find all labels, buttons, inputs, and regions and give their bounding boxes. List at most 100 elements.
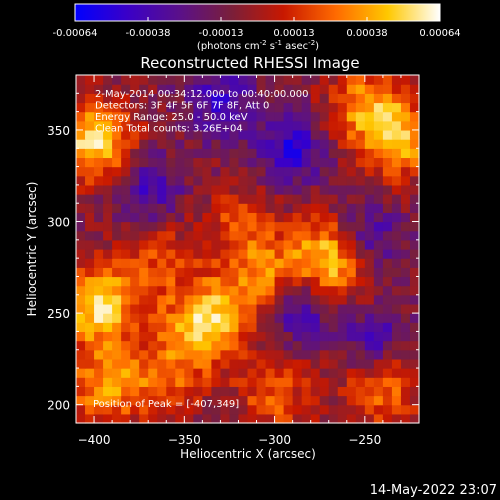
heatmap-cell bbox=[301, 84, 312, 94]
heatmap-cell bbox=[292, 129, 303, 140]
heatmap-cell bbox=[112, 75, 122, 85]
heatmap-cell bbox=[85, 157, 95, 168]
heatmap-cell bbox=[166, 294, 176, 305]
heatmap-cell bbox=[409, 322, 420, 333]
heatmap-cell bbox=[85, 139, 95, 149]
heatmap-cell bbox=[148, 404, 158, 415]
heatmap-cell bbox=[220, 139, 231, 149]
heatmap-cell bbox=[211, 75, 222, 85]
heatmap-cell bbox=[301, 303, 312, 314]
heatmap-cell bbox=[148, 276, 158, 287]
heatmap-cell bbox=[373, 157, 384, 168]
heatmap-cell bbox=[292, 377, 303, 387]
heatmap-cell bbox=[193, 258, 203, 268]
heatmap-cell bbox=[130, 221, 140, 232]
heatmap-cell bbox=[85, 413, 95, 424]
heatmap-cell bbox=[220, 331, 231, 342]
heatmap-cell bbox=[166, 285, 176, 296]
heatmap-cell bbox=[391, 203, 402, 213]
heatmap-cell bbox=[238, 285, 249, 296]
heatmap-cell bbox=[283, 111, 294, 122]
heatmap-cell bbox=[247, 340, 258, 351]
heatmap-cell bbox=[166, 386, 176, 397]
heatmap-cell bbox=[193, 120, 203, 131]
heatmap-cell bbox=[85, 303, 95, 314]
heatmap-cell bbox=[247, 93, 258, 104]
heatmap-cell bbox=[220, 120, 231, 131]
heatmap-cell bbox=[76, 294, 86, 305]
heatmap-cell bbox=[256, 111, 267, 122]
heatmap-cell bbox=[121, 368, 131, 378]
heatmap-cell bbox=[310, 139, 321, 149]
heatmap-cell bbox=[328, 120, 339, 131]
heatmap-cell bbox=[283, 340, 294, 351]
heatmap-cell bbox=[283, 102, 294, 113]
heatmap-cell bbox=[139, 157, 149, 168]
heatmap-cell bbox=[274, 166, 285, 177]
heatmap-cell bbox=[229, 258, 240, 268]
heatmap-cell bbox=[202, 249, 212, 259]
heatmap-cell bbox=[121, 93, 131, 104]
heatmap-cell bbox=[148, 148, 158, 159]
heatmap-cell bbox=[85, 349, 95, 360]
heatmap-cell bbox=[229, 239, 240, 250]
heatmap-cell bbox=[85, 331, 95, 342]
plot-frame bbox=[75, 74, 420, 424]
heatmap-cell bbox=[292, 249, 303, 259]
heatmap-cell bbox=[184, 221, 194, 232]
heatmap-cell bbox=[166, 84, 176, 94]
heatmap-cell bbox=[229, 175, 240, 186]
heatmap-cell bbox=[310, 93, 321, 104]
heatmap-cell bbox=[301, 184, 312, 195]
heatmap-cell bbox=[148, 84, 158, 94]
heatmap-cell bbox=[373, 194, 384, 204]
heatmap-cell bbox=[310, 404, 321, 415]
heatmap-cell bbox=[373, 166, 384, 177]
heatmap-cell bbox=[112, 111, 122, 122]
heatmap-cell bbox=[391, 285, 402, 296]
axis-ticks: −400 −350 −300 −250 200 250 300 350 bbox=[47, 75, 419, 447]
heatmap-cell bbox=[292, 267, 303, 278]
heatmap-cell bbox=[85, 239, 95, 250]
heatmap-cell bbox=[202, 194, 212, 204]
heatmap-cell bbox=[292, 404, 303, 415]
heatmap-cell bbox=[130, 230, 140, 241]
heatmap-cell bbox=[256, 377, 267, 387]
heatmap-cell bbox=[220, 322, 231, 333]
heatmap-cell bbox=[166, 129, 176, 140]
heatmap-cell bbox=[265, 249, 276, 259]
heatmap-cell bbox=[238, 331, 249, 342]
annotation-line: Detectors: 3F 4F 5F 6F 7F 8F, Att 0 bbox=[95, 101, 269, 112]
heatmap-cell bbox=[202, 258, 212, 268]
heatmap-cell bbox=[265, 267, 276, 278]
heatmap-cell bbox=[139, 249, 149, 259]
heatmap-cell bbox=[121, 84, 131, 94]
heatmap-cell bbox=[355, 377, 366, 387]
heatmap-cell bbox=[238, 395, 249, 406]
heatmap-cell bbox=[346, 377, 357, 387]
heatmap-cell bbox=[409, 404, 420, 415]
heatmap-cell bbox=[103, 313, 113, 323]
heatmap-cell bbox=[346, 303, 357, 314]
heatmap-cell bbox=[355, 84, 366, 94]
heatmap-cell bbox=[373, 184, 384, 195]
heatmap-cell bbox=[328, 230, 339, 241]
heatmap-cell bbox=[112, 368, 122, 378]
heatmap-cell bbox=[94, 340, 104, 351]
heatmap-cell bbox=[211, 84, 222, 94]
heatmap-cell bbox=[220, 75, 231, 85]
heatmap-cell bbox=[112, 395, 122, 406]
heatmap-cell bbox=[283, 120, 294, 131]
heatmap-cell bbox=[76, 377, 86, 387]
heatmap-cell bbox=[364, 230, 375, 241]
heatmap-cell bbox=[364, 221, 375, 232]
heatmap-cell bbox=[337, 129, 348, 140]
heatmap-cell bbox=[148, 139, 158, 149]
heatmap-cell bbox=[274, 230, 285, 241]
heatmap-cell bbox=[292, 358, 303, 369]
heatmap-cell bbox=[229, 303, 240, 314]
heatmap-cell bbox=[265, 102, 276, 113]
heatmap-cell bbox=[112, 212, 122, 223]
heatmap-cell bbox=[202, 148, 212, 159]
heatmap-cell bbox=[373, 221, 384, 232]
